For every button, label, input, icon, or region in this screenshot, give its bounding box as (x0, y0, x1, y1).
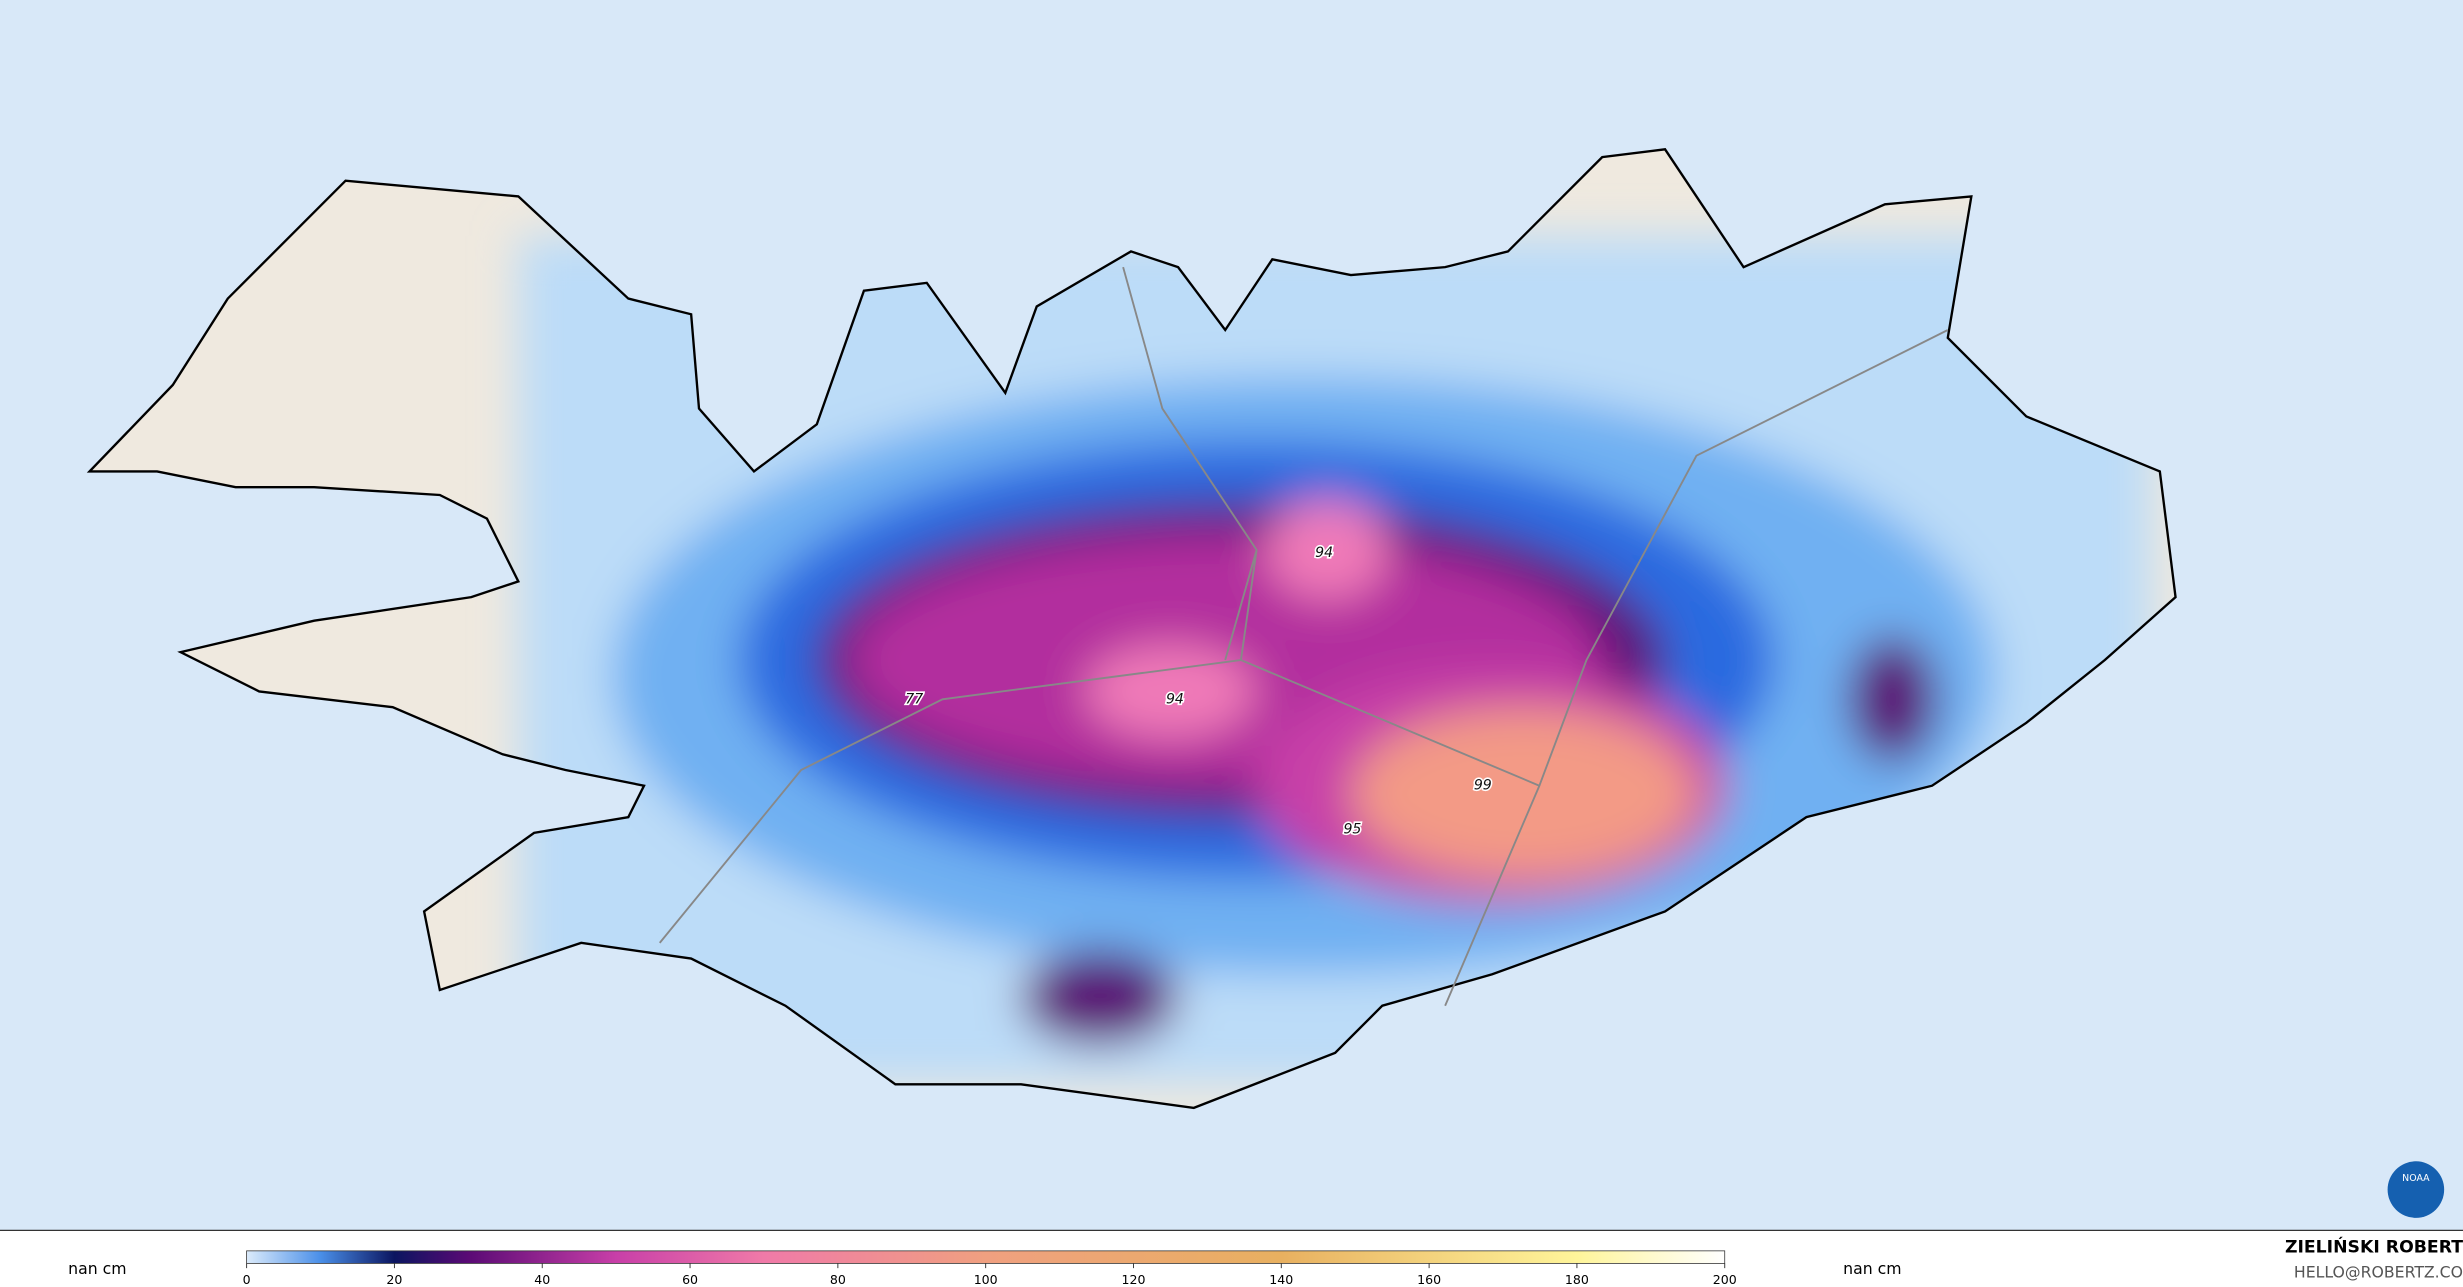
unit-right: nan cm (1843, 1259, 1901, 1278)
colorbar-tick-label: 160 (1417, 1272, 1441, 1287)
colorbar-tick-label: 80 (830, 1272, 846, 1287)
colorbar-tick-label: 140 (1269, 1272, 1293, 1287)
colorbar-tick-label: 200 (1713, 1272, 1737, 1287)
roads (659, 266, 1949, 1007)
colorbar (246, 1250, 1726, 1264)
colorbar-tick-label: 120 (1122, 1272, 1146, 1287)
logo-text: NOAA (2402, 1173, 2430, 1184)
credit-email: HELLO@ROBERTZ.CO (2294, 1262, 2463, 1281)
colorbar-tick-label: 60 (682, 1272, 698, 1287)
map-value-label: 99 (1474, 778, 1492, 794)
unit-left: nan cm (68, 1259, 126, 1278)
credit-name: ZIELIŃSKI ROBERT (2285, 1236, 2463, 1258)
colorbar-tick-label: 100 (974, 1272, 998, 1287)
logo (2387, 1161, 2445, 1218)
map-value-label: 77 (905, 691, 923, 707)
map-value-label: 95 (1343, 822, 1361, 838)
colorbar-tick-label: 0 (243, 1272, 251, 1287)
colorbar-tick-label: 40 (534, 1272, 550, 1287)
map-value-label: 94 (1315, 545, 1333, 561)
colorbar-tick-label: 180 (1565, 1272, 1589, 1287)
colorbar-tick-label: 20 (386, 1272, 402, 1287)
map-value-label: 94 (1166, 691, 1184, 707)
